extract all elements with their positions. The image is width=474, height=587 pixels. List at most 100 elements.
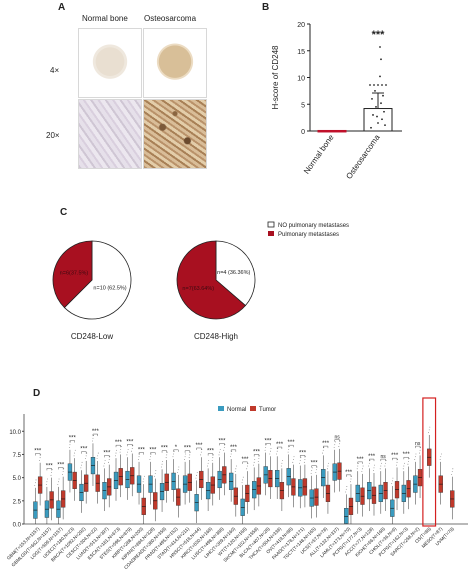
box-17-normal-outlier-2 bbox=[231, 450, 233, 452]
sig-bracket-27 bbox=[346, 474, 352, 477]
box-7-tumor-outlier-2 bbox=[120, 446, 122, 447]
sig-label-24: *** bbox=[311, 461, 319, 467]
box-31-normal-outlier-2 bbox=[392, 477, 394, 479]
bar-1 bbox=[363, 108, 393, 132]
box-23-normal-outlier-1 bbox=[299, 460, 301, 461]
sig-bracket-13 bbox=[184, 450, 190, 453]
box-21-tumor-outlier-0 bbox=[280, 465, 282, 467]
sig-bracket-15 bbox=[207, 453, 214, 456]
sig-label-22: *** bbox=[288, 440, 296, 446]
box-0-normal-outlier-2 bbox=[35, 479, 37, 481]
panel-b-letter: B bbox=[262, 2, 270, 13]
sig-label-1: *** bbox=[46, 463, 54, 469]
sig-bracket-11 bbox=[161, 450, 167, 453]
box-26-tumor-outlier-1 bbox=[339, 443, 340, 445]
sig-bracket-18 bbox=[242, 461, 248, 464]
box-4-tumor-outlier-2 bbox=[86, 452, 88, 454]
data-point-11 bbox=[377, 84, 379, 86]
box-31-tumor-outlier-2 bbox=[397, 459, 399, 460]
box-29-tumor-outlier-1 bbox=[373, 467, 375, 469]
box-28-normal-outlier-2 bbox=[357, 462, 359, 464]
row-label-20x: 20× bbox=[46, 131, 60, 140]
box-24-normal-outlier-2 bbox=[311, 467, 313, 469]
sig-label-8: *** bbox=[126, 439, 134, 445]
highlight-box-os bbox=[422, 397, 437, 527]
sig-bracket-12 bbox=[173, 449, 179, 452]
box-19-tumor-outlier-1 bbox=[258, 458, 260, 460]
box-2-normal-outlier-0 bbox=[57, 484, 59, 485]
pie-0-title: CD248-Low bbox=[71, 332, 113, 341]
box-5-normal-outlier-2 bbox=[93, 435, 94, 436]
box-13-tumor-outlier-1 bbox=[189, 454, 191, 456]
pie-1-label-no-metastases: n=4 (36.36%) bbox=[217, 270, 250, 276]
box-25-normal-outlier-2 bbox=[323, 447, 325, 448]
box-12-tumor-outlier-1 bbox=[177, 469, 179, 471]
box-32-tumor-outlier-0 bbox=[407, 463, 409, 465]
box-12-normal-outlier-0 bbox=[172, 456, 174, 458]
box-1-tumor-outlier-1 bbox=[51, 472, 53, 473]
data-point-10 bbox=[373, 84, 375, 86]
pie-1-slice-metastases bbox=[176, 240, 247, 320]
sig-bracket-30 bbox=[380, 458, 386, 462]
box-7-tumor-outlier-1 bbox=[120, 448, 122, 450]
legend-swatch-metastases bbox=[268, 231, 274, 236]
box-2-tumor-outlier-0 bbox=[62, 473, 63, 475]
legend-label-normal: Normal bbox=[227, 407, 246, 413]
panel-c-letter: C bbox=[60, 207, 68, 218]
box-26-normal-outlier-2 bbox=[334, 441, 336, 443]
box-16-normal-outlier-1 bbox=[219, 451, 221, 453]
box-31-normal-outlier-1 bbox=[391, 480, 393, 482]
box-28-tumor-outlier-0 bbox=[361, 471, 363, 473]
legend-swatch-normal bbox=[218, 406, 224, 411]
box-2-normal-outlier-1 bbox=[58, 481, 59, 483]
box-1-tumor-outlier-2 bbox=[51, 469, 53, 471]
box-29-normal-outlier-1 bbox=[368, 462, 370, 464]
col-label-osteosarcoma: Osteosarcoma bbox=[144, 14, 197, 23]
box-13-tumor-outlier-2 bbox=[189, 451, 191, 453]
box-35-tumor-outlier-0 bbox=[439, 459, 441, 460]
sig-label-14: *** bbox=[195, 443, 203, 449]
box-2-tumor-outlier-2 bbox=[63, 468, 65, 470]
box-29-tumor-outlier-0 bbox=[372, 470, 374, 472]
sig-bracket-31 bbox=[392, 457, 398, 461]
box-22-tumor-outlier-0 bbox=[292, 461, 294, 463]
box-20-tumor-outlier-1 bbox=[269, 450, 271, 452]
box-17-normal-outlier-1 bbox=[230, 453, 232, 455]
sig-label-31: *** bbox=[391, 453, 399, 459]
sig-bracket-23 bbox=[300, 455, 306, 458]
box-20-tumor-outlier-2 bbox=[270, 448, 272, 449]
sig-label-5: *** bbox=[92, 429, 100, 435]
box-6-normal-outlier-0 bbox=[103, 465, 105, 467]
box-18-normal-outlier-2 bbox=[242, 476, 244, 478]
box-8-normal-outlier-1 bbox=[127, 451, 128, 453]
box-7-normal-outlier-0 bbox=[115, 455, 116, 457]
box-24-tumor-outlier-1 bbox=[316, 469, 317, 471]
data-point-17 bbox=[376, 115, 378, 118]
sig-label-17: *** bbox=[230, 445, 238, 451]
box-26-normal-outlier-0 bbox=[333, 447, 335, 448]
box-19-tumor-outlier-2 bbox=[259, 455, 260, 457]
y-tick-label-3: 15 bbox=[297, 49, 305, 56]
sig-bracket-25 bbox=[323, 445, 329, 449]
box-21-tumor-outlier-2 bbox=[282, 460, 283, 461]
pie-0-slice-no-metastases bbox=[63, 240, 132, 320]
box-35-tumor-outlier-1 bbox=[440, 456, 442, 458]
data-point-19 bbox=[370, 126, 372, 129]
box-16-tumor-outlier-0 bbox=[223, 449, 225, 451]
data-point-13 bbox=[385, 84, 387, 86]
box-19-normal-outlier-2 bbox=[254, 459, 256, 460]
box-8-normal-outlier-2 bbox=[127, 448, 129, 450]
box-20-normal-outlier-0 bbox=[264, 449, 266, 451]
box-13-normal-outlier-0 bbox=[184, 459, 185, 460]
box-5-normal-outlier-0 bbox=[91, 440, 93, 442]
box-12-tumor-outlier-2 bbox=[178, 466, 180, 468]
sig-label-18: *** bbox=[241, 457, 249, 463]
box-21-normal-outlier-1 bbox=[276, 450, 278, 452]
box-10-tumor-outlier-1 bbox=[154, 473, 156, 474]
box-32-normal-outlier-0 bbox=[402, 468, 404, 470]
box-6-tumor-outlier-2 bbox=[109, 456, 111, 458]
ihc-normal-bone-20x-image bbox=[78, 99, 142, 169]
box-15-tumor-outlier-1 bbox=[212, 457, 214, 459]
sig-bracket-5 bbox=[92, 433, 98, 437]
data-point-4 bbox=[375, 106, 377, 108]
